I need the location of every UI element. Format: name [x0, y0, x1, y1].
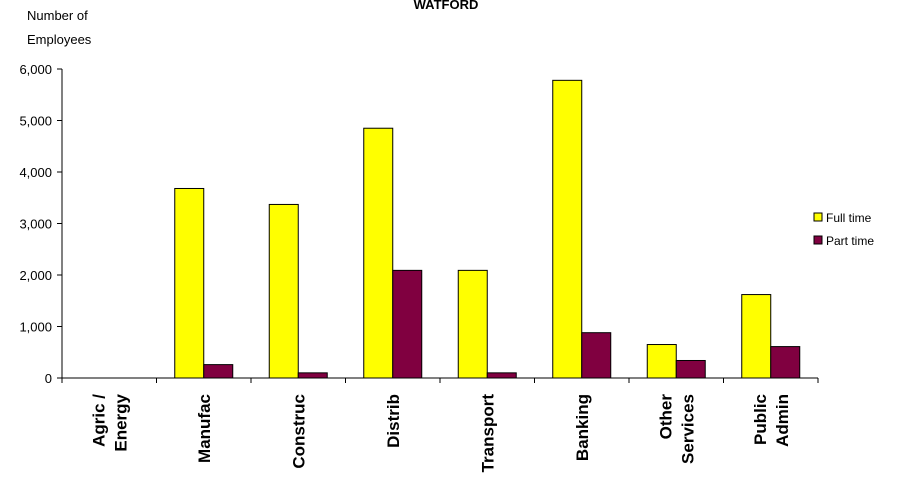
legend: Full time Part time — [813, 211, 874, 248]
bar-full-time — [363, 127, 394, 379]
x-category-label: Public — [751, 394, 770, 445]
y-tick-label: 5,000 — [19, 114, 52, 129]
x-category-label: Services — [678, 394, 697, 464]
y-axis-label-line-1: Number of — [27, 8, 88, 23]
bar-part-time — [297, 372, 328, 379]
y-tick-label: 3,000 — [19, 217, 52, 232]
y-tick-label: 4,000 — [19, 165, 52, 180]
x-category-label: Distrib — [384, 394, 403, 448]
bar-full-time — [741, 294, 772, 379]
bar-part-time — [203, 364, 234, 379]
bar-full-time — [174, 187, 205, 379]
x-category-label: Construc — [289, 394, 308, 469]
legend-swatch — [813, 212, 823, 222]
chart-title: WATFORD — [414, 0, 479, 12]
y-tick-label: 2,000 — [19, 268, 52, 283]
bar-part-time — [675, 359, 706, 379]
x-category-label: Transport — [478, 394, 497, 473]
bars — [174, 79, 801, 379]
y-axis-label-line-2: Employees — [27, 32, 92, 47]
legend-label: Full time — [826, 211, 872, 225]
legend-swatch — [813, 235, 823, 245]
bar-part-time — [581, 332, 612, 379]
bar-part-time — [392, 269, 423, 379]
bar-full-time — [268, 203, 299, 379]
y-tick-label: 6,000 — [19, 62, 52, 77]
bar-part-time — [486, 372, 517, 379]
x-category-label: Admin — [773, 394, 792, 447]
x-category-label: Banking — [573, 394, 592, 461]
bar-full-time — [646, 344, 677, 379]
x-axis-labels: Agric / Energy Manufac Construc Distrib Trans… — [89, 393, 792, 472]
x-category-label: Other — [656, 394, 675, 440]
axes — [61, 69, 819, 383]
x-category-label: Manufac — [195, 394, 214, 463]
bar-part-time — [770, 346, 801, 379]
bar-full-time — [552, 79, 583, 379]
x-category-label: Energy — [111, 393, 130, 451]
y-axis-ticks: 0 1,000 2,000 3,000 4,000 5,000 6,000 — [19, 62, 62, 386]
legend-label: Part time — [826, 234, 874, 248]
y-tick-label: 1,000 — [19, 320, 52, 335]
bar-full-time — [457, 269, 488, 379]
x-category-label: Agric / — [89, 394, 108, 447]
y-tick-label: 0 — [45, 371, 52, 386]
